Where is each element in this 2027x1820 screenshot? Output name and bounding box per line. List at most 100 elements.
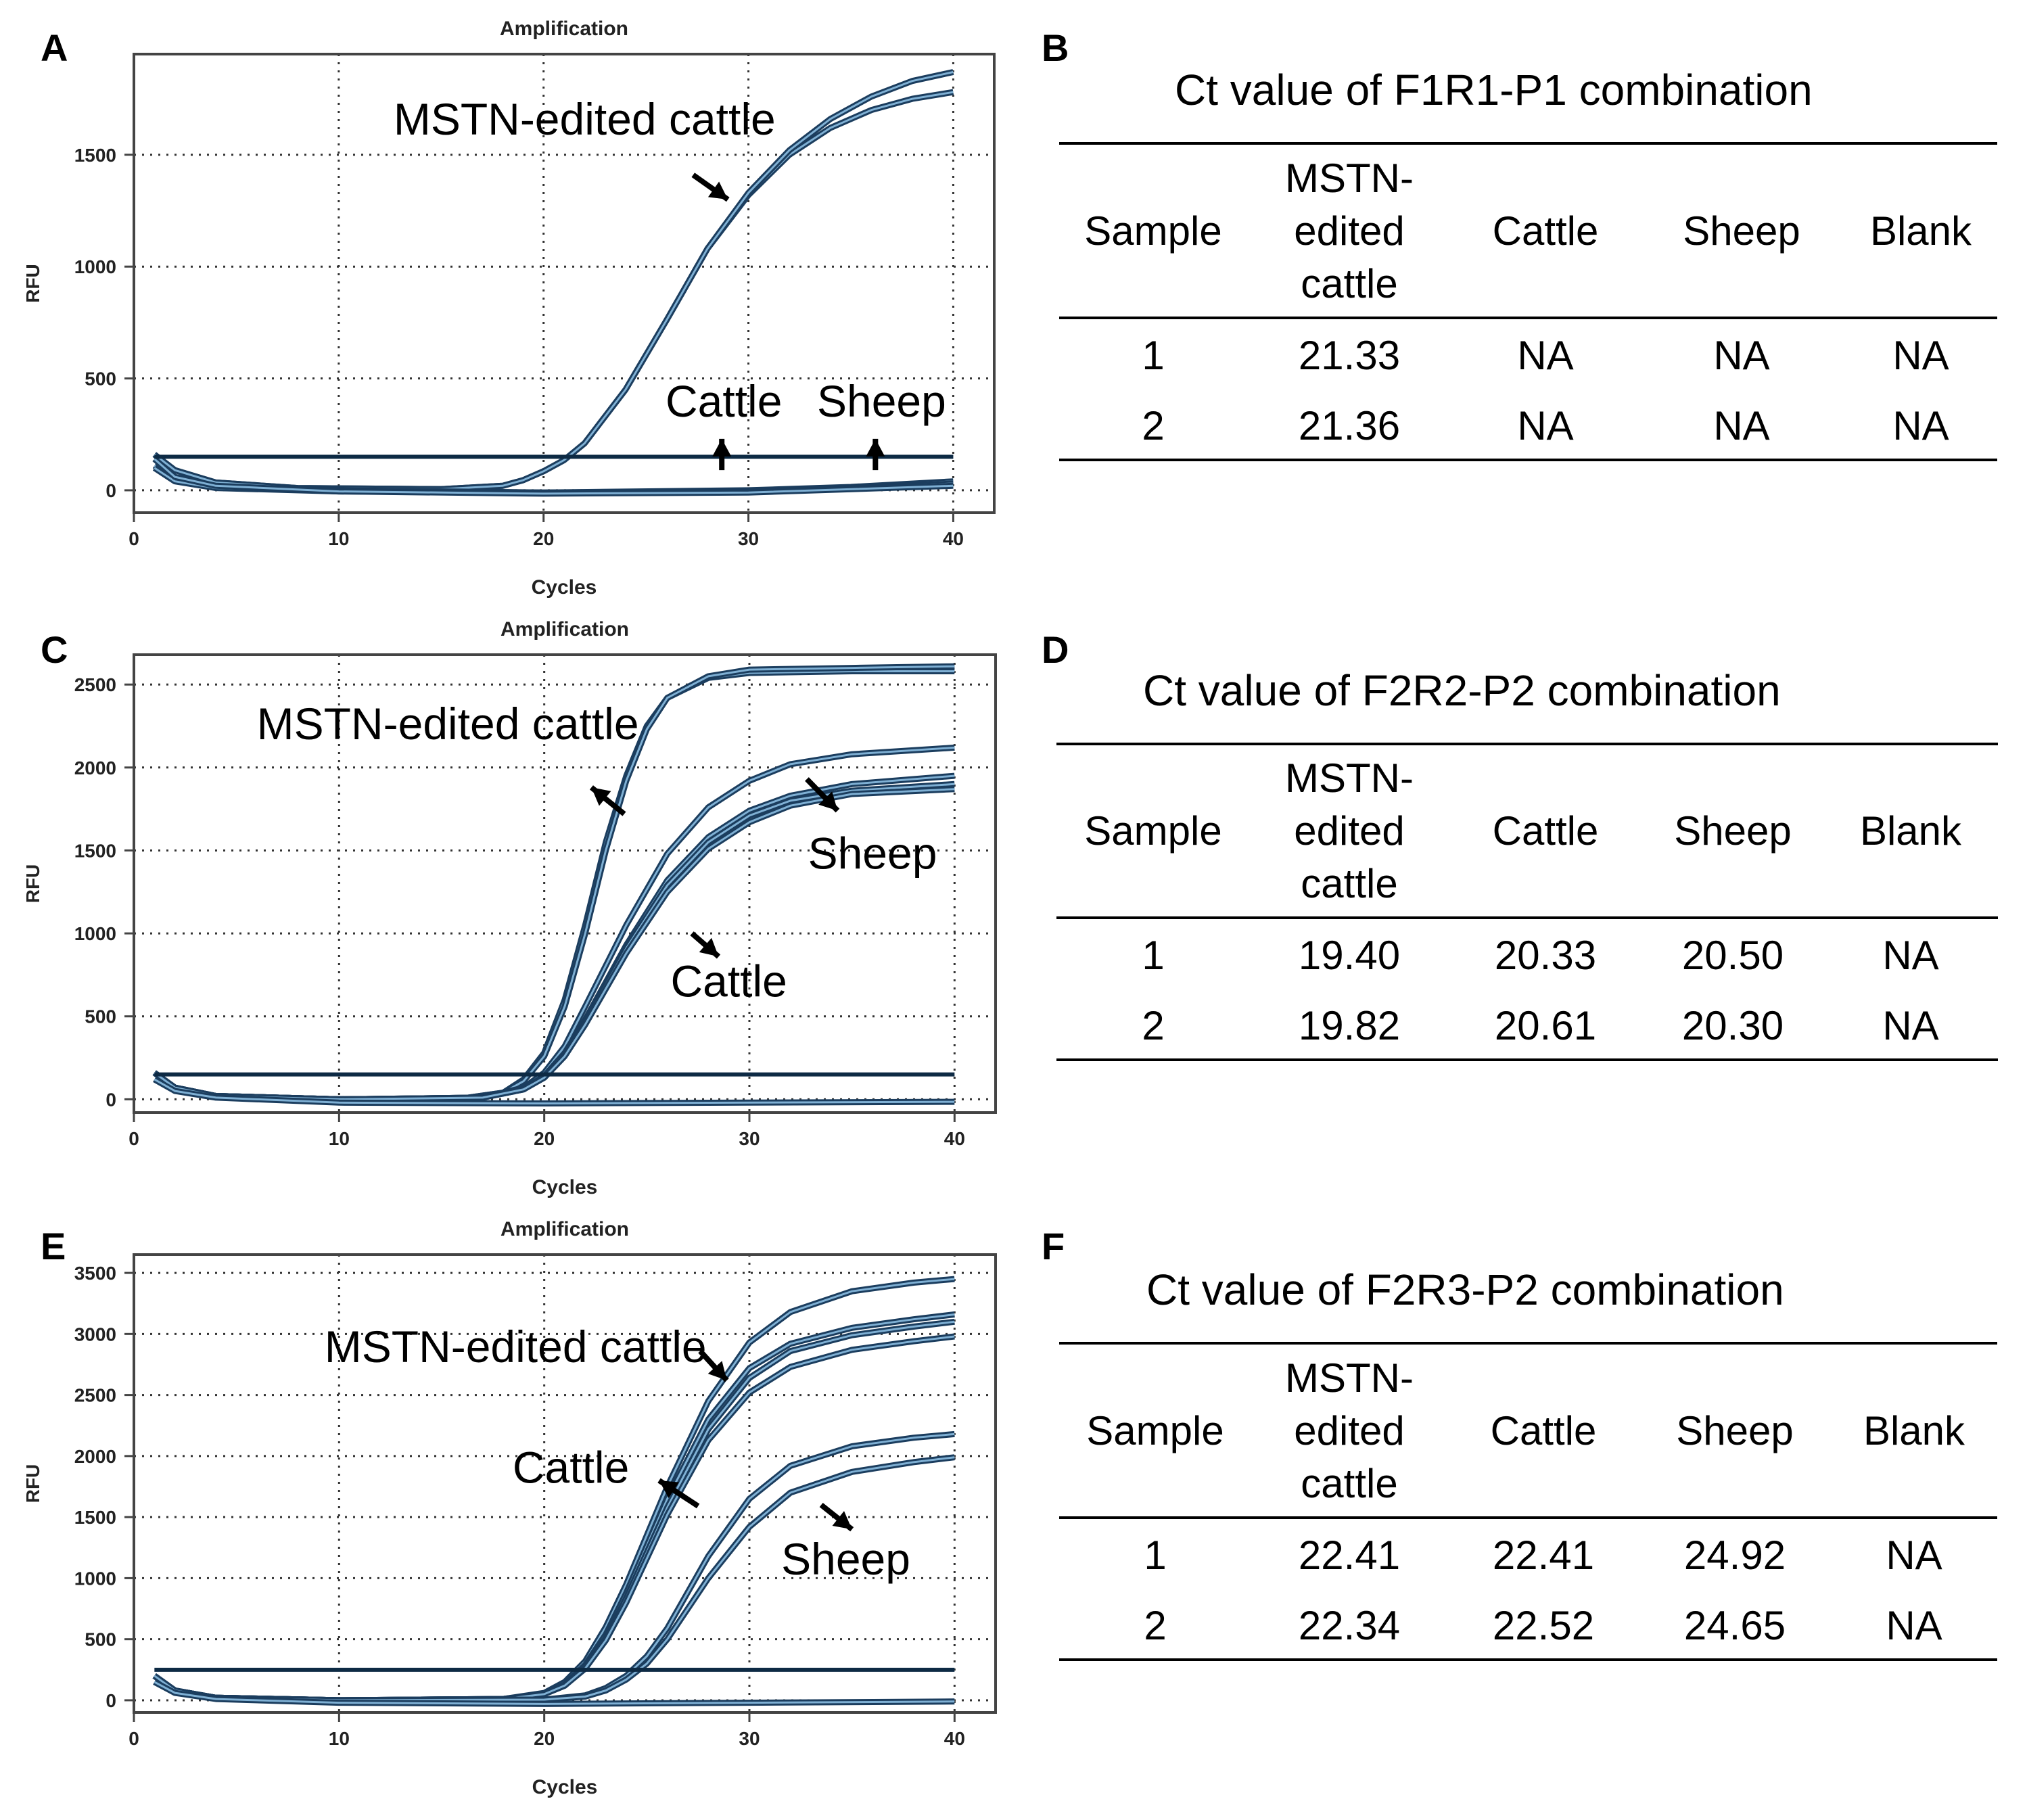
panel-label-e: E	[41, 1225, 66, 1267]
amplification-curve-highlight	[154, 91, 954, 490]
table-cell: 2	[1144, 1603, 1167, 1648]
curve-annotation: Sheep	[817, 376, 946, 426]
table-cell: 21.33	[1298, 333, 1401, 378]
table-rule-bottom	[1059, 459, 1997, 461]
table-cell: 1	[1142, 333, 1165, 378]
x-tick-label: 0	[129, 1728, 139, 1749]
y-axis-label: RFU	[22, 864, 43, 904]
y-tick-label: 1000	[74, 923, 116, 944]
y-tick-label: 1000	[74, 1568, 116, 1589]
x-tick-label: 30	[739, 1728, 760, 1749]
table-cell: 21.36	[1298, 403, 1401, 448]
curve-annotation: Sheep	[781, 1534, 910, 1584]
amplification-curve-highlight	[154, 1078, 955, 1104]
plot-frame	[133, 1253, 997, 1714]
x-axis-label: Cycles	[532, 576, 597, 599]
y-tick-label: 1500	[74, 1507, 116, 1528]
curve-annotation: MSTN-edited cattle	[257, 699, 639, 749]
table-header-blank: Blank	[1869, 208, 1972, 254]
y-tick-label: 1000	[74, 256, 116, 277]
panel-label-a: A	[41, 26, 68, 69]
table-cell: 20.61	[1494, 1003, 1597, 1048]
table-rule-top	[1059, 142, 1997, 145]
y-axis-label: RFU	[22, 264, 43, 303]
x-tick-label: 20	[534, 1128, 555, 1149]
y-tick-label: 2000	[74, 757, 116, 778]
table-rule-bottom	[1059, 1658, 1997, 1661]
x-tick-label: 10	[329, 1128, 350, 1149]
amplification-curve-highlight	[154, 458, 954, 495]
table-rule-mid	[1059, 317, 1997, 319]
panel-label-b: B	[1042, 26, 1069, 69]
table-header-sheep: Sheep	[1674, 808, 1792, 854]
chart-1: Amplification 0 10 20 30 40 0 500 1000 1500 2000 25…	[22, 618, 997, 1198]
annotation-arrow-head	[591, 787, 611, 806]
table-title: Ct value of F1R1-P1 combination	[1175, 66, 1813, 114]
curve-annotation: Cattle	[670, 956, 787, 1006]
table-cell: NA	[1892, 403, 1949, 448]
table-cell: 20.30	[1681, 1003, 1784, 1048]
table-header-sample: Sample	[1084, 808, 1222, 854]
table-cell: 22.41	[1298, 1533, 1401, 1578]
table-header-cattle: Cattle	[1492, 808, 1599, 854]
amplification-curve-highlight	[154, 1313, 955, 1702]
table-cell: 1	[1142, 933, 1165, 978]
x-tick-label: 40	[944, 1128, 965, 1149]
amplification-curve	[152, 1318, 955, 1704]
table-header-mstn: MSTN- edited cattle	[1285, 156, 1414, 306]
y-tick-label: 500	[85, 1006, 116, 1027]
table-rule-top	[1059, 1342, 1997, 1345]
curve-annotation: Cattle	[666, 376, 782, 426]
x-tick-label: 40	[943, 528, 964, 549]
x-tick-label: 30	[738, 528, 759, 549]
x-axis-label: Cycles	[532, 1776, 598, 1798]
table-cell: NA	[1882, 933, 1939, 978]
table-cell: NA	[1886, 1533, 1942, 1578]
annotation-arrow-head	[712, 438, 732, 457]
curve-annotation: Cattle	[513, 1443, 629, 1493]
table-cell: 20.33	[1494, 933, 1597, 978]
y-tick-label: 0	[106, 1089, 116, 1110]
table-header-cattle: Cattle	[1490, 1408, 1597, 1453]
table-title: Ct value of F2R3-P2 combination	[1146, 1265, 1784, 1314]
y-tick-label: 2500	[74, 1385, 116, 1406]
amplification-curve-highlight	[154, 774, 955, 1100]
table-cell: 2	[1142, 403, 1165, 448]
chart-title: Amplification	[500, 18, 628, 40]
y-tick-label: 2000	[74, 1446, 116, 1467]
table-header-sample: Sample	[1086, 1408, 1224, 1453]
curve-annotation: Sheep	[808, 828, 937, 878]
table-rule-top	[1056, 743, 1998, 745]
curve-annotation: MSTN-edited cattle	[325, 1322, 707, 1372]
amplification-curve	[152, 89, 954, 492]
annotation-arrow-head	[866, 438, 885, 457]
y-tick-label: 1500	[74, 145, 116, 166]
plot-frame	[133, 653, 997, 1114]
x-tick-label: 30	[739, 1128, 760, 1149]
table-cell: 22.52	[1492, 1603, 1595, 1648]
y-tick-label: 1500	[74, 840, 116, 861]
y-tick-label: 3500	[74, 1263, 116, 1284]
panel-label-f: F	[1042, 1225, 1065, 1267]
table-cell: NA	[1886, 1603, 1942, 1648]
amplification-curve-highlight	[154, 1681, 955, 1705]
table-cell: 1	[1144, 1533, 1167, 1578]
table-header-cattle: Cattle	[1492, 208, 1599, 254]
table-cell: 20.50	[1681, 933, 1784, 978]
y-tick-label: 3000	[74, 1324, 116, 1345]
table-cell: 22.34	[1298, 1603, 1401, 1648]
table-header-blank: Blank	[1859, 808, 1962, 854]
table-cell: NA	[1882, 1003, 1939, 1048]
table-header-blank: Blank	[1863, 1408, 1965, 1453]
amplification-curve-highlight	[154, 1320, 955, 1702]
x-tick-label: 0	[129, 528, 139, 549]
annotation-arrow-head	[659, 1480, 679, 1498]
y-tick-label: 500	[85, 1629, 116, 1650]
x-tick-label: 20	[533, 528, 554, 549]
chart-title: Amplification	[500, 1218, 629, 1240]
annotation-arrow-head	[707, 181, 728, 200]
x-axis-label: Cycles	[532, 1176, 598, 1198]
annotation-arrow-head	[832, 1511, 852, 1530]
table-cell: NA	[1517, 333, 1574, 378]
